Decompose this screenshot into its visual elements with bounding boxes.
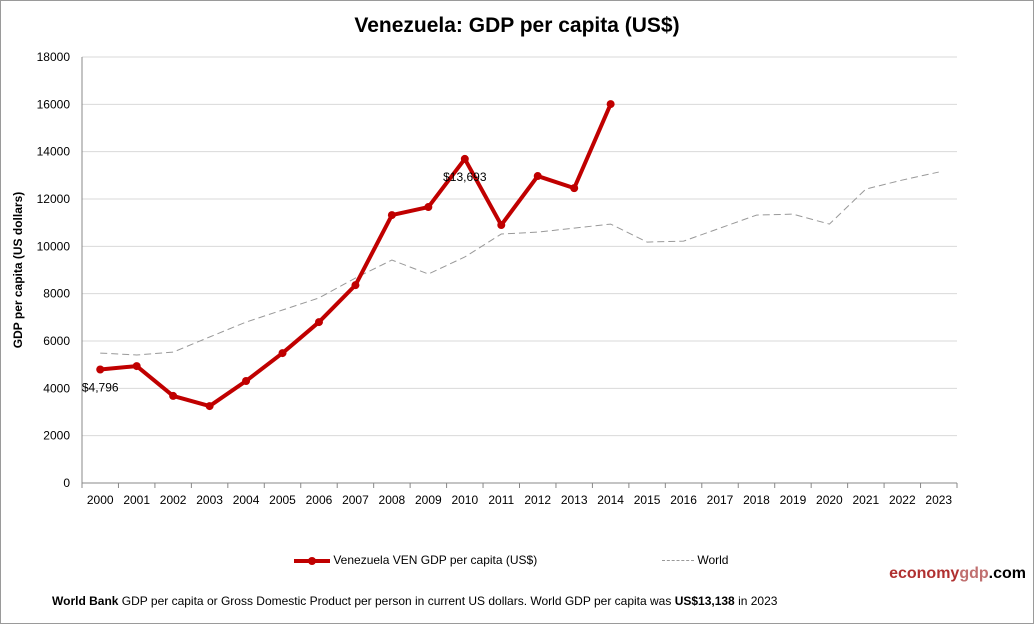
legend-line-solid-icon	[294, 556, 330, 565]
x-tick-label: 2001	[123, 493, 150, 507]
x-tick-label: 2016	[670, 493, 697, 507]
x-tick-label: 2015	[634, 493, 661, 507]
x-tick-label: 2011	[488, 493, 514, 507]
data-point	[132, 362, 141, 371]
data-label: $4,796	[82, 380, 119, 394]
series-line-world	[100, 171, 939, 356]
x-tick-label: 2000	[87, 493, 114, 507]
x-tick-label: 2013	[561, 493, 588, 507]
data-point	[169, 391, 178, 400]
data-point	[314, 318, 323, 327]
footer-note: World Bank GDP per capita or Gross Domes…	[52, 594, 778, 608]
y-tick-label: 0	[63, 476, 70, 490]
x-tick-label: 2007	[342, 493, 369, 507]
legend-item-world: World	[662, 553, 728, 567]
data-point	[351, 281, 360, 290]
x-tick-label: 2018	[743, 493, 770, 507]
data-point	[278, 349, 287, 358]
x-tick-label: 2002	[160, 493, 187, 507]
x-tick-label: 2014	[597, 493, 624, 507]
x-tick-label: 2022	[889, 493, 916, 507]
y-tick-label: 10000	[37, 239, 71, 253]
y-tick-label: 18000	[37, 50, 71, 64]
data-point	[96, 365, 105, 374]
data-point	[606, 100, 615, 109]
data-point	[387, 211, 396, 220]
chart-title: Venezuela: GDP per capita (US$)	[354, 14, 680, 37]
data-point	[205, 402, 214, 411]
data-point	[460, 154, 469, 163]
x-tick-label: 2008	[379, 493, 406, 507]
x-tick-label: 2017	[707, 493, 734, 507]
x-tick-label: 2003	[196, 493, 223, 507]
x-tick-label: 2019	[780, 493, 807, 507]
y-tick-label: 12000	[37, 192, 71, 206]
data-label: $13,693	[443, 170, 487, 184]
y-axis-label: GDP per capita (US dollars)	[11, 192, 25, 349]
y-tick-label: 2000	[43, 429, 70, 443]
series-line-venezuela	[100, 103, 613, 409]
y-tick-label: 16000	[37, 97, 71, 111]
x-tick-label: 2004	[233, 493, 260, 507]
x-tick-label: 2012	[524, 493, 551, 507]
legend-item-venezuela: Venezuela VEN GDP per capita (US$)	[294, 553, 537, 567]
y-tick-label: 14000	[37, 145, 71, 159]
legend-line-dashed-icon	[662, 560, 694, 562]
x-tick-label: 2009	[415, 493, 442, 507]
y-tick-label: 4000	[43, 381, 70, 395]
x-tick-label: 2020	[816, 493, 843, 507]
x-tick-label: 2005	[269, 493, 296, 507]
legend-label: Venezuela VEN GDP per capita (US$)	[333, 553, 538, 567]
x-tick-label: 2021	[853, 493, 880, 507]
data-point	[242, 376, 251, 385]
legend-label: World	[697, 553, 729, 567]
x-tick-label: 2023	[925, 493, 952, 507]
data-point	[570, 184, 579, 193]
data-point	[533, 172, 542, 181]
x-tick-label: 2006	[306, 493, 333, 507]
y-tick-label: 6000	[43, 334, 70, 348]
y-tick-label: 8000	[43, 287, 70, 301]
data-point	[424, 203, 433, 212]
data-point	[497, 221, 506, 230]
brand-logo[interactable]: economygdp.com	[889, 565, 1026, 582]
x-tick-label: 2010	[451, 493, 478, 507]
